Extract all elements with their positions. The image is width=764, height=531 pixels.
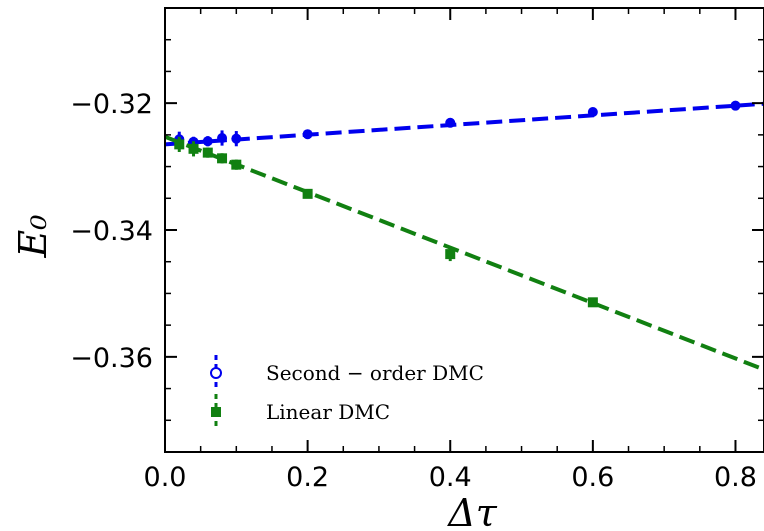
data-point xyxy=(587,107,598,118)
y-axis-label: E₀ xyxy=(11,215,55,259)
data-point xyxy=(217,133,228,144)
data-point xyxy=(302,129,313,140)
x-tick-label: 0.0 xyxy=(144,462,187,493)
y-tick-label: −0.34 xyxy=(70,216,153,247)
data-point xyxy=(730,100,741,111)
series-second-order xyxy=(164,100,764,147)
fit-line xyxy=(164,101,764,147)
data-point xyxy=(202,147,213,158)
y-tick-label: −0.32 xyxy=(70,89,153,120)
legend-label-second-order: Second − order DMC xyxy=(266,361,484,385)
legend-point xyxy=(211,407,221,417)
data-point xyxy=(445,249,456,260)
data-point xyxy=(217,153,228,164)
data-point xyxy=(188,143,199,154)
legend-entry-linear: Linear DMC xyxy=(211,394,390,430)
data-layer xyxy=(164,100,764,372)
x-tick-label: 0.8 xyxy=(714,462,757,493)
legend-point xyxy=(210,367,222,379)
ticks-layer: 0.0 0.2 0.4 0.6 0.8 −0.32 −0.34 −0.36 xyxy=(70,7,764,493)
x-tick-label: 0.6 xyxy=(571,462,614,493)
y-tick-label: −0.36 xyxy=(70,343,153,374)
data-point xyxy=(174,139,185,150)
legend-entry-second-order: Second − order DMC xyxy=(210,355,484,391)
data-point xyxy=(231,159,242,170)
x-axis-label: Δτ xyxy=(446,491,497,531)
data-point xyxy=(231,133,242,144)
plot-frame xyxy=(164,7,764,453)
x-tick-label: 0.4 xyxy=(429,462,472,493)
data-point xyxy=(587,297,598,308)
x-tick-label: 0.2 xyxy=(286,462,329,493)
fit-line xyxy=(164,134,764,372)
data-point xyxy=(445,117,456,128)
legend: Second − order DMC Linear DMC xyxy=(210,355,484,430)
legend-marker-circle xyxy=(210,355,222,391)
legend-marker-square xyxy=(211,394,221,430)
series-linear xyxy=(164,134,764,372)
data-point xyxy=(202,136,213,147)
legend-label-linear: Linear DMC xyxy=(266,400,390,424)
data-point xyxy=(302,188,313,199)
